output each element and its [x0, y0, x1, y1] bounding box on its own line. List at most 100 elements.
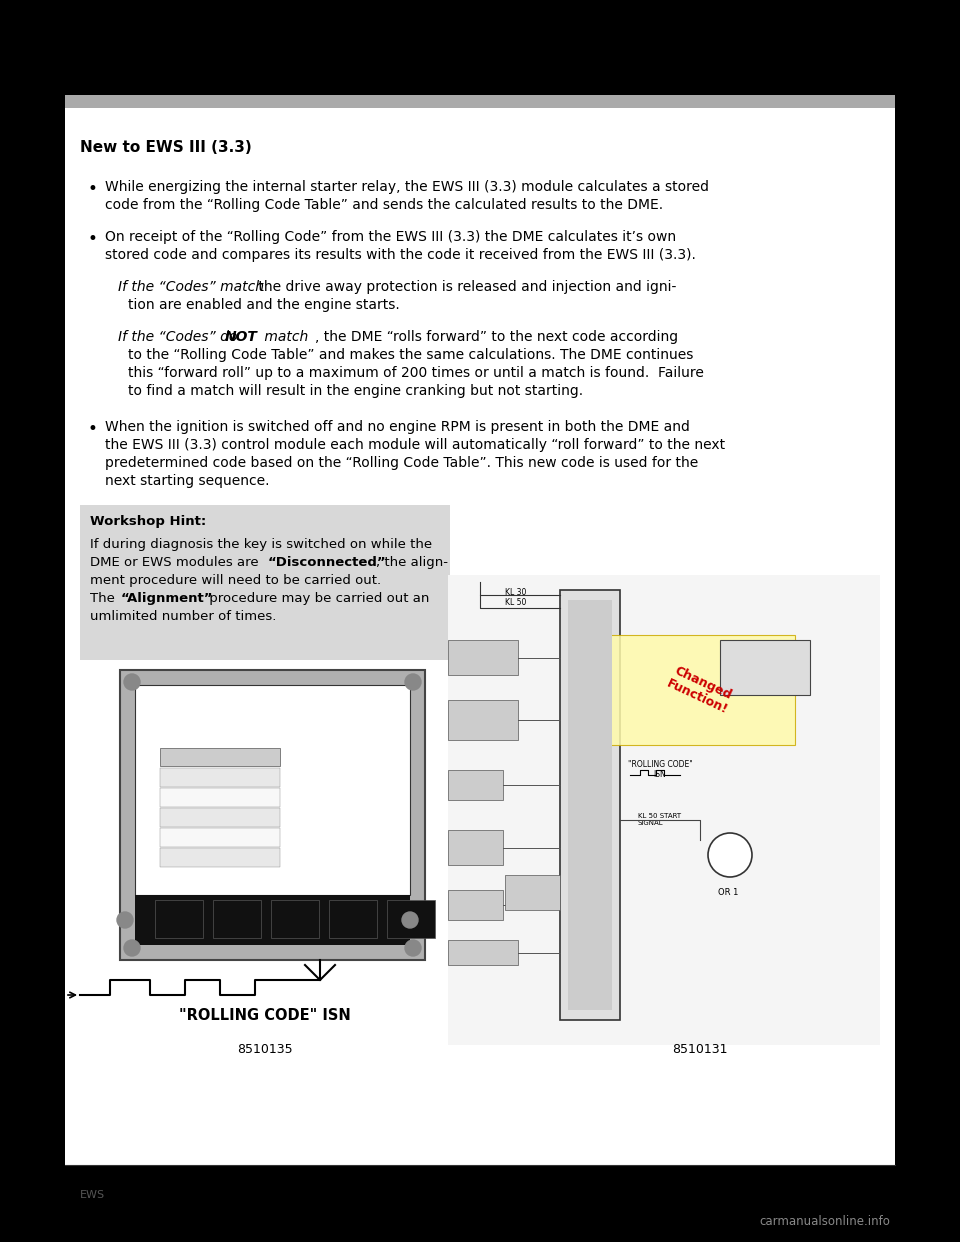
Text: this “forward roll” up to a maximum of 200 times or until a match is found.  Fai: this “forward roll” up to a maximum of 2… — [128, 366, 704, 380]
Bar — [387, 900, 435, 938]
Text: CLUTCH
SWITCH: CLUTCH SWITCH — [463, 842, 488, 853]
Text: to find a match will result in the engine cranking but not starting.: to find a match will result in the engin… — [128, 384, 583, 397]
Text: DME
MK2.1: DME MK2.1 — [748, 648, 782, 669]
Text: the EWS III (3.3) control module each module will automatically “roll forward” t: the EWS III (3.3) control module each mo… — [105, 438, 725, 452]
Text: If the “Codes” match: If the “Codes” match — [118, 279, 264, 294]
Text: umlimited number of times.: umlimited number of times. — [90, 610, 276, 623]
Circle shape — [117, 912, 133, 928]
Text: On receipt of the “Rolling Code” from the EWS III (3.3) the DME calculates it’s : On receipt of the “Rolling Code” from th… — [105, 230, 676, 243]
Bar — [135, 895, 410, 945]
Text: “Disconnected”: “Disconnected” — [268, 556, 387, 569]
Text: RANGE
SWITCH: RANGE SWITCH — [464, 899, 488, 910]
Text: ● START IF SAME: ● START IF SAME — [295, 830, 367, 840]
Text: START PROCEDURE:: START PROCEDURE: — [295, 691, 411, 700]
Text: M: M — [723, 848, 737, 862]
Text: •: • — [88, 420, 98, 438]
Bar — [448, 830, 503, 864]
Bar — [135, 686, 410, 895]
Text: KL 30: KL 30 — [505, 587, 526, 597]
Text: 3: 3 — [285, 900, 304, 928]
Bar — [160, 809, 280, 827]
Text: tion are enabled and the engine starts.: tion are enabled and the engine starts. — [128, 298, 399, 312]
Text: predetermined code based on the “Rolling Code Table”. This new code is used for : predetermined code based on the “Rolling… — [105, 456, 698, 469]
Text: DME M5.2.1: DME M5.2.1 — [209, 691, 321, 708]
Text: HALL
EFFECT: HALL EFFECT — [520, 887, 543, 898]
Text: 3: 3 — [164, 811, 170, 820]
Text: PARK DOOR
MODULE
P BUS: PARK DOOR MODULE P BUS — [465, 712, 501, 728]
Bar — [120, 669, 425, 960]
Bar — [595, 635, 795, 745]
Text: ●: ● — [145, 750, 156, 763]
Bar — [80, 505, 450, 660]
Text: 22: 22 — [80, 1172, 102, 1187]
Text: match: match — [260, 330, 308, 344]
Text: procedure may be carried out an: procedure may be carried out an — [205, 592, 429, 605]
Bar — [448, 640, 518, 674]
Text: stored code and compares its results with the code it received from the EWS III : stored code and compares its results wit… — [105, 248, 696, 262]
Text: 5: 5 — [401, 900, 420, 928]
Text: carmanualsonline.info: carmanualsonline.info — [759, 1215, 890, 1228]
Text: 8510131: 8510131 — [672, 1043, 728, 1056]
Text: Changed
Function!: Changed Function! — [664, 663, 736, 717]
Bar — [160, 748, 280, 766]
Bar — [160, 787, 280, 807]
Text: RC BUS: RC BUS — [464, 782, 487, 787]
Text: 0110100010 100101: 0110100010 100101 — [182, 791, 276, 800]
Text: ●  STATUS:: ● STATUS: — [145, 715, 223, 728]
Bar — [65, 55, 895, 1165]
Text: Workshop Hint:: Workshop Hint: — [90, 515, 206, 528]
Text: NEW/USED: NEW/USED — [145, 730, 224, 743]
Bar — [448, 700, 518, 740]
Bar — [65, 55, 895, 94]
Text: OR 1: OR 1 — [718, 888, 738, 897]
Text: TABLE XYZ: TABLE XYZ — [186, 750, 253, 760]
Circle shape — [124, 940, 140, 956]
Text: 8510135: 8510135 — [237, 1043, 293, 1056]
Bar — [213, 900, 261, 938]
Bar — [448, 891, 503, 920]
Text: EWS III
(3.3): EWS III (3.3) — [572, 595, 608, 615]
Text: 2: 2 — [228, 900, 247, 928]
Text: ● NO START IF DIFFERENT
  Roll to next code until a
  match is found (up to 200
: ● NO START IF DIFFERENT Roll to next cod… — [295, 850, 409, 893]
Text: The: The — [90, 592, 119, 605]
Text: •: • — [88, 180, 98, 197]
Text: ● CALCULATE STORED
  CODE FROM LAST KEY
  OFF CONDITION AND
  COMPARE WITH EWS
 : ● CALCULATE STORED CODE FROM LAST KEY OF… — [295, 746, 394, 801]
Text: If during diagnosis the key is switched on while the: If during diagnosis the key is switched … — [90, 538, 432, 551]
Bar — [160, 828, 280, 847]
Text: DME or EWS modules are: DME or EWS modules are — [90, 556, 263, 569]
Text: KL 50 START
SIGNAL: KL 50 START SIGNAL — [638, 814, 682, 826]
Text: 4: 4 — [164, 831, 170, 840]
Text: "ROLLING CODE" ISN: "ROLLING CODE" ISN — [180, 1009, 350, 1023]
Text: , the align-: , the align- — [376, 556, 448, 569]
Text: New to EWS III (3.3): New to EWS III (3.3) — [80, 140, 252, 155]
Bar — [568, 600, 612, 1010]
Bar — [329, 900, 377, 938]
Text: “Alignment”: “Alignment” — [121, 592, 213, 605]
Text: EWS: EWS — [80, 1190, 106, 1200]
Bar — [160, 848, 280, 867]
Bar — [720, 640, 810, 696]
Text: 1010001001 00101: 1010001001 00101 — [182, 771, 271, 780]
Bar — [271, 900, 319, 938]
Text: ● RECEIVE CALCULATED
  CODE FROM EWS: ● RECEIVE CALCULATED CODE FROM EWS — [295, 710, 398, 730]
Text: When the ignition is switched off and no engine RPM is present in both the DME a: When the ignition is switched off and no… — [105, 420, 690, 433]
Text: 2: 2 — [164, 791, 170, 800]
Text: next starting sequence.: next starting sequence. — [105, 474, 270, 488]
Circle shape — [708, 833, 752, 877]
Text: •: • — [88, 230, 98, 248]
Text: code from the “Rolling Code Table” and sends the calculated results to the DME.: code from the “Rolling Code Table” and s… — [105, 197, 663, 212]
Text: P/N SELECTED: P/N SELECTED — [461, 950, 505, 955]
Text: 4: 4 — [344, 900, 363, 928]
Text: 0010010101 11010: 0010010101 11010 — [182, 831, 271, 840]
Circle shape — [402, 912, 418, 928]
Text: 0001010100 001010: 0001010100 001010 — [182, 811, 276, 820]
Text: ment procedure will need to be carried out.: ment procedure will need to be carried o… — [90, 574, 381, 587]
Bar — [560, 590, 620, 1020]
Text: RING ANTENNA: RING ANTENNA — [459, 655, 507, 660]
Text: KL 50: KL 50 — [505, 597, 526, 607]
Text: While energizing the internal starter relay, the EWS III (3.3) module calculates: While energizing the internal starter re… — [105, 180, 709, 194]
Bar — [448, 940, 518, 965]
Bar — [160, 768, 280, 787]
Text: ETC.: ETC. — [164, 851, 183, 859]
Bar — [448, 770, 503, 800]
